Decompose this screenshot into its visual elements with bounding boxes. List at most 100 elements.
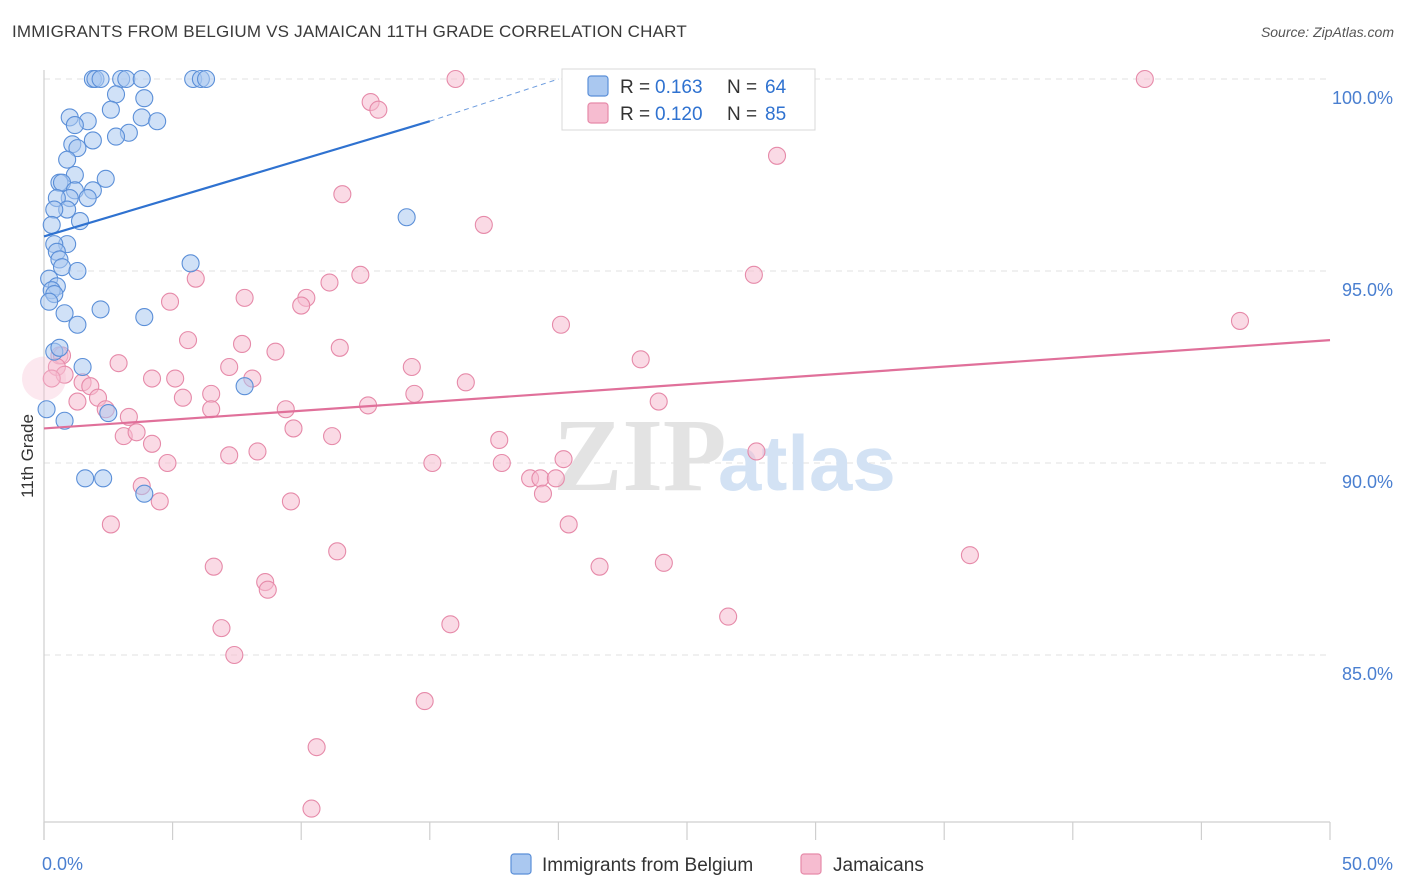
point-jamaicans-8 <box>744 265 763 284</box>
stats-legend-n-value-blue: 64 <box>765 77 787 98</box>
stats-legend: R = 0.163 N = 64 R = 0.120 N = 85 <box>561 68 816 131</box>
point-jamaicans-large <box>22 356 66 401</box>
stats-legend-swatch-blue <box>587 75 609 97</box>
y-tick-label-3: 85.0% <box>1342 664 1393 684</box>
y-tick-labels: 100.0% 95.0% 90.0% 85.0% <box>1332 88 1393 684</box>
point-jamaicans-62 <box>546 469 565 488</box>
stats-legend-r-value-blue: 0.163 <box>655 77 703 98</box>
point-belgium-9 <box>106 85 126 104</box>
point-belgium-10 <box>135 89 154 108</box>
point-jamaicans-71 <box>204 557 223 576</box>
point-jamaicans-4 <box>369 100 388 119</box>
stats-legend-n-value-pink: 85 <box>765 104 786 125</box>
stats-legend-r-label-pink: R = <box>620 104 650 125</box>
y-axis-title: 11th Grade <box>18 414 37 498</box>
point-jamaicans-33 <box>166 369 185 388</box>
point-jamaicans-78 <box>441 615 460 634</box>
legend-swatch-jamaicans <box>800 853 822 875</box>
point-belgium-62 <box>135 484 154 503</box>
point-belgium-59 <box>37 400 56 419</box>
y-tick-label-0: 100.0% <box>1332 88 1393 108</box>
point-belgium-21 <box>68 139 87 158</box>
series-legend: Immigrants from Belgium Jamaicans <box>510 853 924 876</box>
y-tick-label-2: 90.0% <box>1342 472 1393 492</box>
point-jamaicans-35 <box>456 373 475 392</box>
legend-swatch-belgium <box>510 853 532 875</box>
point-belgium-52 <box>68 315 87 334</box>
point-belgium-55 <box>73 357 92 377</box>
watermark: ZIP atlas <box>553 398 896 513</box>
point-jamaicans-19 <box>232 334 252 354</box>
point-jamaicans-25 <box>220 357 239 377</box>
point-jamaicans-82 <box>302 799 321 818</box>
point-belgium-48 <box>40 292 59 311</box>
point-belgium-16 <box>65 116 84 135</box>
point-belgium-36 <box>397 208 416 227</box>
point-belgium-15 <box>148 112 167 131</box>
stats-legend-n-label-pink: N = <box>727 104 757 125</box>
point-jamaicans-48 <box>127 423 146 442</box>
point-jamaicans-0 <box>446 69 465 89</box>
point-jamaicans-72 <box>590 557 609 576</box>
point-jamaicans-76 <box>719 607 738 626</box>
point-belgium-11 <box>101 100 120 119</box>
point-belgium-4 <box>117 69 136 89</box>
watermark-atlas: atlas <box>718 419 896 507</box>
point-belgium-19 <box>83 131 102 150</box>
legend-label-belgium: Immigrants from Belgium <box>542 855 753 876</box>
point-belgium-18 <box>106 127 126 146</box>
point-belgium-51 <box>55 304 74 323</box>
point-jamaicans-20 <box>330 338 349 357</box>
point-belgium-30 <box>78 188 97 208</box>
point-belgium-8 <box>196 69 216 89</box>
point-belgium-22 <box>58 150 77 169</box>
point-jamaicans-79 <box>225 645 244 665</box>
point-jamaicans-42 <box>202 400 221 419</box>
point-jamaicans-61 <box>531 469 550 488</box>
point-jamaicans-50 <box>284 419 303 438</box>
point-jamaicans-81 <box>307 738 326 757</box>
y-tick-label-1: 95.0% <box>1342 280 1393 300</box>
point-jamaicans-21 <box>266 342 285 361</box>
point-jamaicans-16 <box>551 315 571 334</box>
point-jamaicans-54 <box>248 442 267 461</box>
x-tick-label-1: 50.0% <box>1342 854 1393 874</box>
point-belgium-54 <box>50 338 69 357</box>
trend-line-jamaicans <box>43 339 1331 430</box>
point-jamaicans-27 <box>631 350 650 369</box>
x-tick-label-0: 0.0% <box>42 854 83 874</box>
point-jamaicans-43 <box>276 400 295 419</box>
trend-line-belgium <box>43 120 431 238</box>
point-jamaicans-10 <box>320 273 339 292</box>
point-jamaicans-77 <box>212 619 231 638</box>
point-jamaicans-7 <box>474 215 493 234</box>
point-jamaicans-53 <box>220 446 239 465</box>
point-jamaicans-32 <box>142 369 162 388</box>
stats-legend-swatch-pink <box>587 102 609 124</box>
point-jamaicans-45 <box>649 392 668 411</box>
point-belgium-24 <box>96 169 115 188</box>
point-jamaicans-17 <box>1230 311 1250 330</box>
stats-legend-r-value-pink: 0.120 <box>655 104 703 125</box>
point-belgium-61 <box>94 469 113 488</box>
trend-line-belgium-extension <box>429 78 559 122</box>
stats-legend-r-label-blue: R = <box>620 77 650 98</box>
point-jamaicans-80 <box>415 692 434 711</box>
point-jamaicans-55 <box>423 453 442 473</box>
point-jamaicans-83 <box>42 369 61 388</box>
point-belgium-42 <box>68 261 87 281</box>
chart-title: IMMIGRANTS FROM BELGIUM VS JAMAICAN 11TH… <box>12 22 687 41</box>
point-belgium-58 <box>55 411 74 430</box>
point-jamaicans-46 <box>119 407 138 426</box>
x-tick-labels: 0.0% 50.0% <box>42 854 1393 874</box>
point-jamaicans-49 <box>142 434 162 453</box>
point-jamaicans-9 <box>351 265 370 284</box>
point-jamaicans-56 <box>492 453 511 473</box>
point-belgium-14 <box>132 108 151 127</box>
stats-legend-n-label-blue: N = <box>727 77 757 98</box>
point-jamaicans-24 <box>109 354 128 373</box>
point-jamaicans-13 <box>292 296 311 315</box>
point-jamaicans-70 <box>960 546 979 565</box>
point-jamaicans-65 <box>150 492 169 511</box>
